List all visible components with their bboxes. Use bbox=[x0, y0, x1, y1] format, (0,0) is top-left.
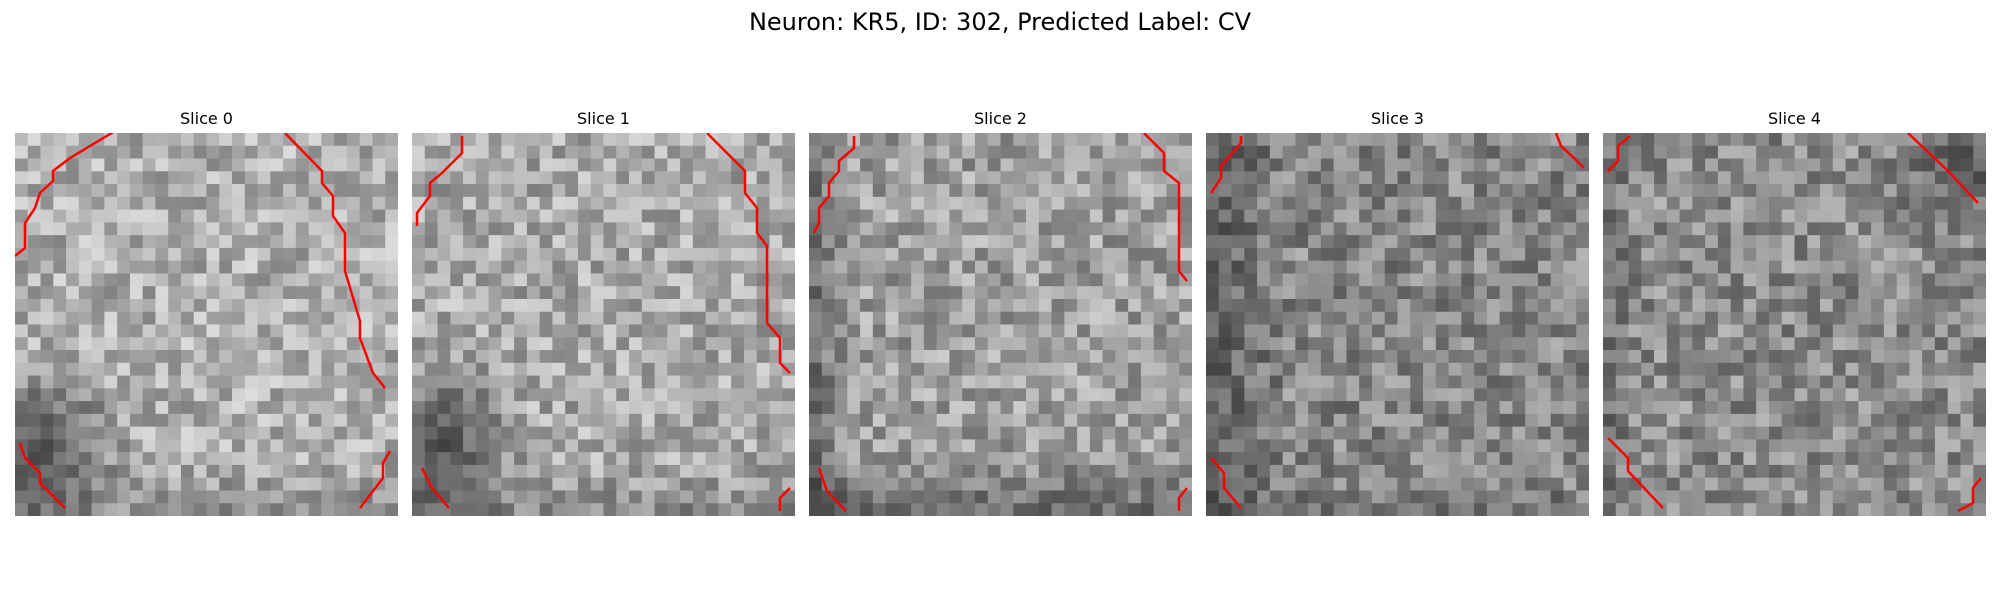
slice-title: Slice 0 bbox=[180, 109, 233, 128]
slice-image bbox=[15, 133, 398, 516]
contour-line bbox=[420, 467, 450, 509]
contour-line bbox=[415, 136, 464, 226]
contour-line bbox=[1210, 457, 1242, 509]
slice-image bbox=[1206, 133, 1589, 516]
contour-line bbox=[1957, 477, 1982, 513]
contour-line bbox=[15, 133, 115, 257]
contour-line bbox=[1209, 136, 1243, 194]
contour-line bbox=[284, 133, 386, 389]
slice-title: Slice 4 bbox=[1768, 109, 1821, 128]
contour-line bbox=[1607, 437, 1664, 509]
contour-line bbox=[359, 450, 392, 509]
contour-line bbox=[1907, 133, 1979, 204]
figure-title: Neuron: KR5, ID: 302, Predicted Label: C… bbox=[748, 8, 1252, 36]
contour-line bbox=[1554, 133, 1585, 169]
slice-image bbox=[1603, 133, 1986, 516]
contour-line bbox=[1177, 487, 1188, 511]
contour-line bbox=[18, 442, 66, 509]
slice-title: Slice 2 bbox=[974, 109, 1027, 128]
slice-image bbox=[809, 133, 1192, 516]
contour-line bbox=[706, 133, 791, 374]
slice-title: Slice 1 bbox=[577, 109, 630, 128]
contour-line bbox=[1607, 135, 1631, 172]
contour-line bbox=[778, 487, 791, 511]
contour-line bbox=[1143, 133, 1188, 282]
slice-image bbox=[412, 133, 795, 516]
contour-line bbox=[817, 467, 847, 512]
slice-title: Slice 3 bbox=[1371, 109, 1424, 128]
contour-line bbox=[812, 136, 856, 234]
